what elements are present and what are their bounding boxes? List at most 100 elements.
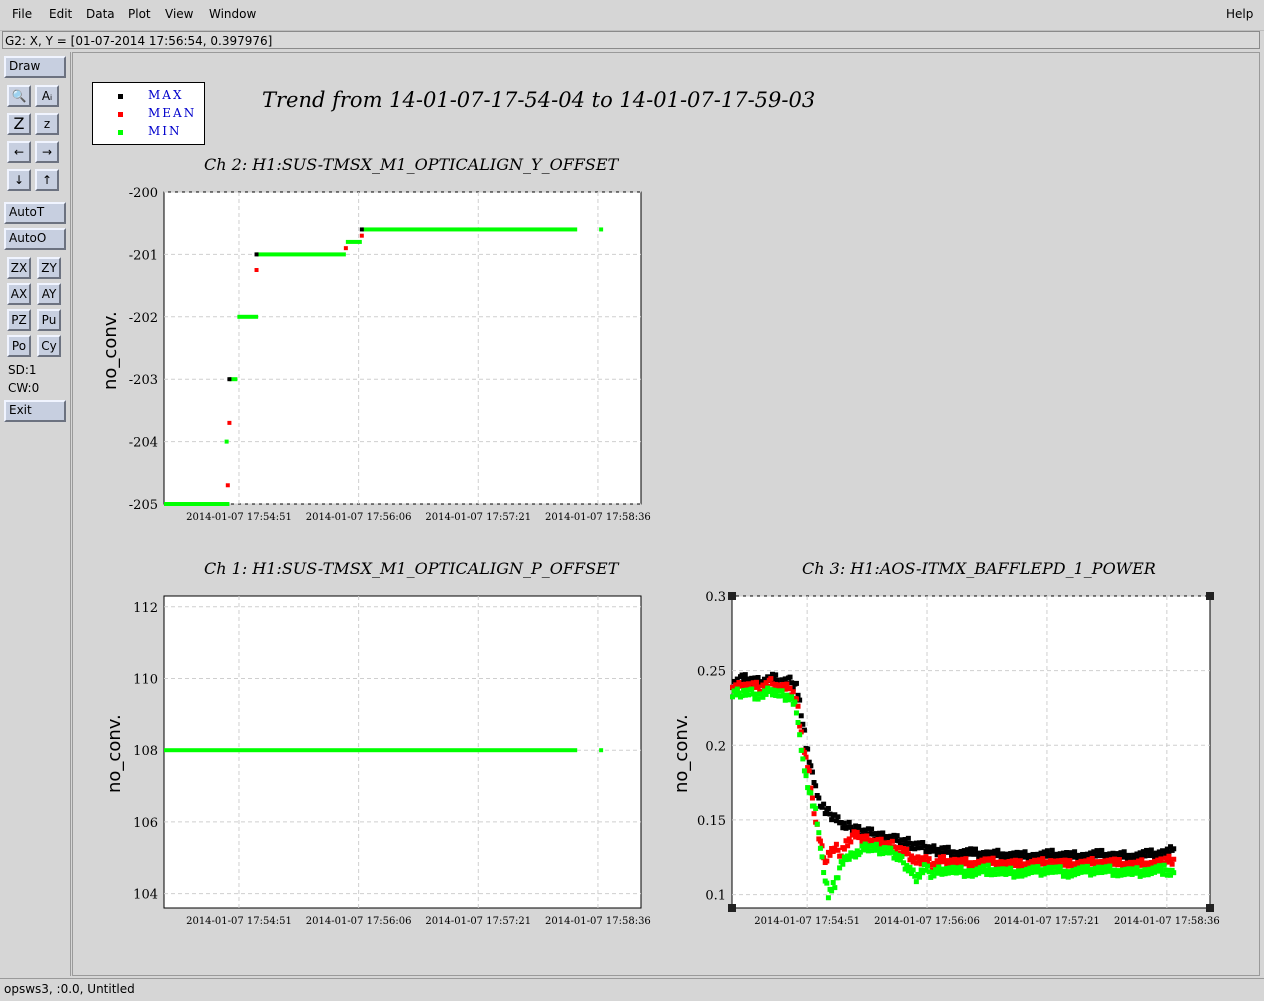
magnify-icon[interactable]: 🔍 bbox=[7, 85, 31, 107]
pu-button[interactable]: Pu bbox=[37, 309, 61, 331]
menu-plot[interactable]: Plot bbox=[128, 7, 151, 21]
data-point-min bbox=[878, 846, 884, 852]
data-point-max bbox=[923, 848, 929, 854]
data-point-max bbox=[869, 826, 875, 832]
data-point-min bbox=[923, 867, 929, 873]
data-point-min bbox=[921, 862, 927, 868]
data-point-max bbox=[865, 826, 871, 832]
zy-button[interactable]: ZY bbox=[37, 257, 61, 279]
data-point-min bbox=[929, 869, 935, 875]
data-point-max bbox=[996, 852, 1002, 858]
data-point-max bbox=[909, 845, 915, 851]
data-point-mean bbox=[1056, 858, 1062, 864]
data-point-max bbox=[955, 849, 961, 855]
data-point-max bbox=[971, 851, 977, 857]
data-point-mean bbox=[941, 854, 947, 860]
data-point-max bbox=[1142, 853, 1148, 859]
exit-button[interactable]: Exit bbox=[4, 400, 66, 422]
data-point-max bbox=[840, 825, 846, 831]
arrow-right-icon[interactable]: → bbox=[35, 141, 59, 163]
data-point-min bbox=[920, 870, 926, 876]
data-point-min bbox=[1124, 871, 1130, 877]
data-point-mean bbox=[809, 795, 815, 801]
cy-button[interactable]: Cy bbox=[37, 335, 61, 357]
arrow-up-icon[interactable]: ↑ bbox=[35, 169, 59, 191]
x-tick-label: 2014-01-07 17:57:21 bbox=[425, 512, 531, 523]
data-point-max bbox=[1076, 852, 1082, 858]
data-point-max bbox=[902, 837, 908, 843]
data-point-max bbox=[1073, 853, 1079, 859]
data-point-max bbox=[789, 680, 795, 686]
data-point-mean bbox=[1009, 858, 1015, 864]
data-point-max bbox=[901, 842, 907, 848]
data-point-max bbox=[1132, 857, 1138, 863]
menu-window[interactable]: Window bbox=[209, 7, 257, 21]
data-point-max bbox=[835, 814, 841, 820]
data-point-min bbox=[813, 805, 819, 811]
menu-file[interactable]: File bbox=[12, 7, 33, 21]
data-point-max bbox=[1072, 849, 1078, 855]
arrow-left-icon[interactable]: ← bbox=[7, 141, 31, 163]
data-point-mean bbox=[1086, 857, 1092, 863]
text-icon[interactable]: Aᵢ bbox=[35, 85, 59, 107]
data-point-max bbox=[859, 827, 865, 833]
menu-view[interactable]: View bbox=[165, 7, 194, 21]
data-point-mean bbox=[995, 859, 1001, 865]
data-point-max bbox=[1044, 848, 1050, 854]
data-point-mean bbox=[859, 838, 865, 844]
data-point-mean bbox=[1078, 858, 1084, 864]
data-point-mean bbox=[1041, 860, 1047, 866]
data-point-min bbox=[1118, 872, 1124, 878]
zx-button[interactable]: ZX bbox=[7, 257, 31, 279]
data-segment bbox=[237, 314, 259, 319]
arrow-down-icon[interactable]: ↓ bbox=[7, 169, 31, 191]
data-point-max bbox=[1164, 846, 1170, 852]
data-point-max bbox=[972, 846, 978, 852]
draw-button[interactable]: Draw bbox=[4, 56, 66, 78]
data-point-min bbox=[1102, 869, 1108, 875]
autot-button[interactable]: AutoT bbox=[4, 202, 66, 224]
data-point-min bbox=[1028, 870, 1034, 876]
data-point-max bbox=[870, 831, 876, 837]
ay-button[interactable]: AY bbox=[37, 283, 61, 305]
zoom-small-icon[interactable]: z bbox=[35, 113, 59, 135]
data-point-max bbox=[934, 852, 940, 858]
data-point-mean bbox=[891, 844, 897, 850]
data-point-min bbox=[599, 227, 604, 232]
zoom-large-icon[interactable]: Z bbox=[7, 113, 31, 135]
data-point-min bbox=[1078, 869, 1084, 875]
data-point-max bbox=[894, 833, 900, 839]
data-point-min bbox=[800, 756, 806, 762]
data-point-mean bbox=[926, 856, 932, 862]
data-point-max bbox=[821, 801, 827, 807]
y-tick-label: -201 bbox=[129, 248, 158, 263]
data-point-min bbox=[1123, 866, 1129, 872]
data-point-min bbox=[784, 692, 790, 698]
data-point-mean bbox=[832, 845, 838, 851]
data-point-min bbox=[992, 871, 998, 877]
data-point-mean bbox=[864, 833, 870, 839]
data-point-min bbox=[861, 847, 867, 853]
data-point-mean bbox=[965, 860, 971, 866]
menu-data[interactable]: Data bbox=[86, 7, 115, 21]
pz-button[interactable]: PZ bbox=[7, 309, 31, 331]
data-point-min bbox=[961, 873, 967, 879]
po-button[interactable]: Po bbox=[7, 335, 31, 357]
data-point-min bbox=[877, 851, 883, 857]
data-point-min bbox=[896, 852, 902, 858]
data-point-max bbox=[1017, 855, 1023, 861]
data-point-mean bbox=[925, 860, 931, 866]
data-point-max bbox=[1054, 851, 1060, 857]
y-tick-label: 110 bbox=[133, 672, 158, 687]
data-point-min bbox=[1139, 868, 1145, 874]
data-point-min bbox=[909, 871, 915, 877]
menu-edit[interactable]: Edit bbox=[49, 7, 73, 21]
menu-help[interactable]: Help bbox=[1226, 7, 1254, 21]
ax-button[interactable]: AX bbox=[7, 283, 31, 305]
autoo-button[interactable]: AutoO bbox=[4, 228, 66, 250]
data-point-min bbox=[1164, 872, 1170, 878]
data-point-mean bbox=[1171, 856, 1177, 862]
